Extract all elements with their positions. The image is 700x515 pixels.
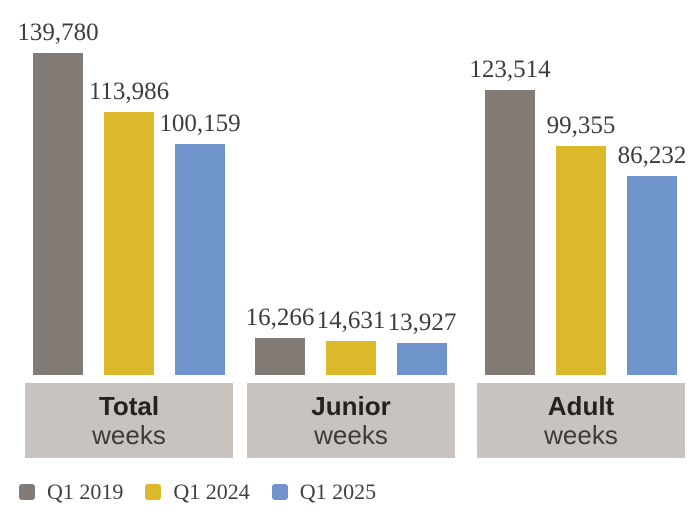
bar-slot-adult-q1-2024: 99,355 xyxy=(547,112,615,375)
category-label-total: Total weeks xyxy=(25,383,233,458)
legend-label-q1-2025: Q1 2025 xyxy=(299,479,377,504)
category-label-junior-regular: weeks xyxy=(314,419,388,450)
category-label-adult-bold: Adult xyxy=(547,390,615,421)
value-label-adult-q1-2025: 86,232 xyxy=(617,141,687,169)
bar-slot-total-q1-2025: 100,159 xyxy=(159,110,241,375)
legend-label-q1-2024: Q1 2024 xyxy=(173,479,250,504)
bar-junior-q1-2025 xyxy=(397,343,447,375)
bar-junior-q1-2024 xyxy=(326,341,376,375)
value-label-total-q1-2019: 139,780 xyxy=(17,18,99,46)
value-label-junior-q1-2019: 16,266 xyxy=(245,303,315,331)
bar-adult-q1-2019 xyxy=(485,90,535,375)
bar-slot-adult-q1-2025: 86,232 xyxy=(618,142,686,375)
bar-slot-junior-q1-2019: 16,266 xyxy=(246,304,314,375)
bar-adult-q1-2024 xyxy=(556,146,606,375)
bar-junior-q1-2019 xyxy=(255,338,305,375)
legend-label-q1-2019: Q1 2019 xyxy=(47,479,124,504)
bar-total-q1-2025 xyxy=(175,144,225,375)
value-label-junior-q1-2025: 13,927 xyxy=(387,308,457,336)
value-label-junior-q1-2024: 14,631 xyxy=(316,306,386,334)
legend-item-q1-2025: Q1 2025 xyxy=(271,479,377,505)
legend-swatch-q1-2024 xyxy=(145,484,162,500)
legend-item-q1-2019: Q1 2019 xyxy=(19,479,123,505)
value-label-adult-q1-2019: 123,514 xyxy=(469,55,551,83)
bar-slot-adult-q1-2019: 123,514 xyxy=(469,56,551,375)
bar-total-q1-2019 xyxy=(33,53,83,375)
bar-total-q1-2024 xyxy=(104,112,154,375)
bar-slot-junior-q1-2025: 13,927 xyxy=(388,309,456,375)
legend-item-q1-2024: Q1 2024 xyxy=(145,479,250,505)
group-junior: 16,266 14,631 13,927 Junior weeks xyxy=(246,0,456,515)
value-label-total-q1-2024: 113,986 xyxy=(88,77,170,105)
bar-slot-total-q1-2024: 113,986 xyxy=(89,78,169,375)
legend-swatch-q1-2019 xyxy=(19,484,35,500)
bar-adult-q1-2025 xyxy=(627,176,677,375)
category-label-adult: Adult weeks xyxy=(477,383,685,458)
category-label-total-regular: weeks xyxy=(92,419,166,450)
category-label-junior-bold: Junior xyxy=(311,390,391,421)
value-label-adult-q1-2024: 99,355 xyxy=(546,111,616,139)
group-adult: 123,514 99,355 86,232 Adult weeks xyxy=(469,0,686,515)
legend: Q1 2019 Q1 2024 Q1 2025 xyxy=(19,479,376,505)
category-label-junior: Junior weeks xyxy=(247,383,455,458)
value-label-total-q1-2025: 100,159 xyxy=(159,109,241,137)
bar-slot-total-q1-2019: 139,780 xyxy=(17,19,99,375)
group-total: 139,780 113,986 100,159 Total weeks xyxy=(17,0,241,515)
category-label-total-bold: Total xyxy=(98,390,160,421)
bar-slot-junior-q1-2024: 14,631 xyxy=(317,307,385,375)
legend-swatch-q1-2025 xyxy=(271,484,288,500)
category-label-adult-regular: weeks xyxy=(544,419,618,450)
